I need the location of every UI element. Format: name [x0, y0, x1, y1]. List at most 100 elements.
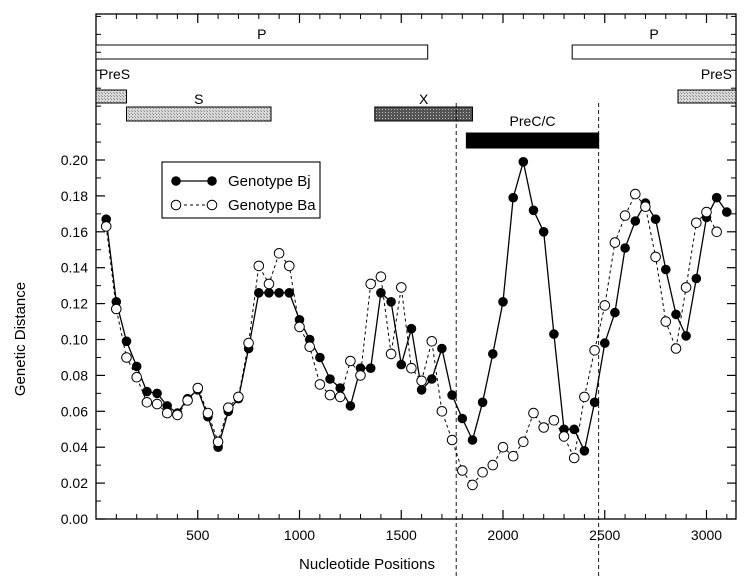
gene-tracks: P P PreS PreS S X PreC/C [95, 26, 737, 149]
region-dashed-lines [455, 103, 600, 577]
data-point-ba [111, 303, 122, 315]
data-point-bj [549, 329, 559, 339]
data-point-bj [121, 336, 132, 347]
data-point-ba [579, 391, 590, 403]
y-tick-label: 0.08 [61, 367, 88, 383]
data-point-ba [396, 282, 407, 293]
data-point-bj [335, 383, 346, 393]
data-point-ba [243, 337, 254, 349]
data-point-ba [141, 397, 153, 408]
data-point-bj [579, 446, 590, 456]
data-point-bj [264, 288, 274, 298]
data-point-bj [365, 363, 376, 374]
data-point-ba [589, 345, 600, 356]
data-point-ba [202, 407, 214, 419]
y-tick-label: 0.06 [61, 403, 88, 419]
data-point-bj [253, 288, 264, 298]
data-point-ba [660, 316, 672, 327]
data-point-ba [711, 226, 723, 238]
y-tick-label: 0.00 [61, 511, 88, 527]
y-tick-label: 0.14 [61, 260, 88, 276]
x-tick-label: 1500 [386, 527, 417, 543]
data-point-bj [600, 338, 610, 348]
data-point-bj [508, 192, 518, 203]
data-point-ba [670, 343, 682, 354]
gene-bar-prec-c [465, 132, 600, 149]
data-point-bj [142, 386, 152, 397]
plot-frame [95, 13, 737, 520]
data-point-ba [558, 431, 570, 442]
data-point-ba [355, 370, 366, 381]
gene-bar-x [374, 106, 473, 122]
y-tick-label: 0.10 [61, 332, 88, 348]
data-point-ba [528, 407, 539, 419]
data-point-ba [650, 251, 661, 263]
data-point-bj [620, 243, 630, 253]
data-point-ba [223, 402, 234, 414]
data-point-ba [548, 415, 560, 426]
x-axis-title: Nucleotide Positions [299, 556, 435, 573]
data-point-ba [538, 422, 550, 433]
y-axis: 0.00 0.02 0.04 0.06 0.08 0.10 0.12 0.14 0.16 0.18… [61, 15, 736, 527]
data-point-ba [446, 434, 458, 446]
data-point-bj [386, 297, 396, 307]
gene-label-s: S [194, 91, 203, 107]
data-point-bj [589, 397, 600, 408]
data-point-bj [325, 374, 335, 384]
data-point-ba [609, 237, 621, 248]
data-point-ba [192, 382, 204, 394]
data-point-ba [172, 409, 183, 421]
data-point-bj [315, 352, 325, 363]
data-point-ba [121, 352, 132, 363]
data-point-bj [498, 297, 508, 307]
x-tick-label: 1000 [284, 527, 315, 543]
y-tick-label: 0.20 [61, 152, 88, 168]
data-point-ba [314, 379, 326, 390]
x-tick-label: 2000 [487, 527, 518, 543]
data-point-ba [457, 465, 468, 476]
data-point-bj [396, 359, 407, 370]
legend-label-ba: Genotype Ba [228, 197, 316, 214]
data-point-bj [538, 227, 549, 237]
data-point-bj [457, 413, 468, 424]
data-point-bj [569, 424, 579, 435]
legend-marker-ba [206, 199, 218, 211]
legend: Genotype Bj Genotype Ba [161, 161, 321, 219]
data-point-bj [722, 207, 732, 217]
gene-bar-pres-right [677, 89, 737, 104]
data-point-ba [680, 282, 692, 293]
data-point-bj [650, 214, 661, 224]
gene-label-p-right: P [649, 26, 658, 42]
legend-marker-ba [170, 199, 182, 211]
data-point-bj [518, 157, 529, 167]
data-point-ba [375, 271, 387, 283]
data-point-bj [345, 401, 356, 411]
legend-marker-bj [207, 176, 217, 186]
data-point-ba [131, 371, 142, 383]
gene-label-pres-left: PreS [99, 66, 130, 82]
x-tick-label: 3000 [691, 527, 722, 543]
data-point-ba [701, 206, 712, 218]
y-tick-label: 0.02 [61, 475, 88, 491]
data-point-ba [334, 391, 346, 403]
series-line-bj [105, 161, 728, 453]
gene-bar-pres-left [95, 89, 128, 104]
data-point-bj [427, 374, 437, 384]
data-point-bj [488, 349, 498, 359]
gene-label-p: P [257, 26, 266, 42]
data-point-bj [528, 205, 539, 216]
data-point-ba [426, 336, 438, 347]
data-point-ba [630, 188, 641, 200]
legend-box [161, 161, 321, 219]
data-point-ba [640, 201, 651, 212]
y-tick-label: 0.18 [61, 188, 88, 204]
data-point-ba [691, 217, 702, 229]
data-point-bj [711, 192, 722, 203]
data-point-bj [467, 435, 478, 445]
data-point-ba [416, 375, 427, 387]
data-point-ba [304, 341, 316, 353]
data-point-ba [619, 210, 631, 221]
data-point-ba [253, 260, 265, 272]
gene-bar-s [126, 106, 272, 122]
data-point-bj [406, 323, 417, 334]
